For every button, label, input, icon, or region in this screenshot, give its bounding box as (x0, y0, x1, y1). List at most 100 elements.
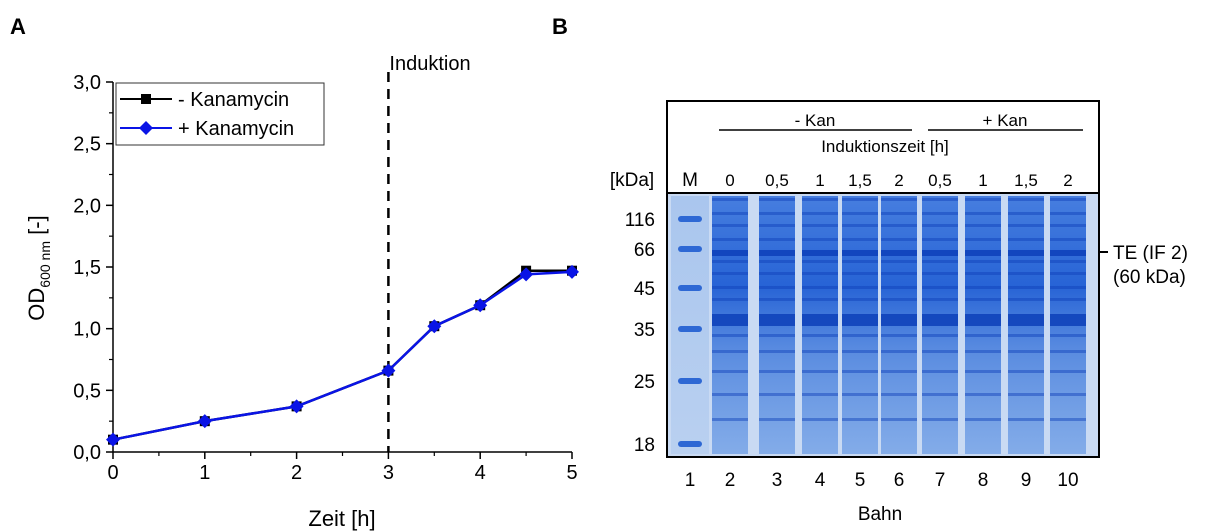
legend-box (115, 82, 325, 146)
y-tick-label: 1,5 (73, 257, 101, 279)
protein-band (881, 320, 917, 326)
protein-band (802, 370, 838, 373)
protein-band (802, 286, 838, 289)
protein-band (759, 238, 795, 241)
lane-number: 8 (978, 470, 989, 491)
protein-band (842, 393, 878, 396)
protein-band (922, 334, 958, 337)
protein-band (881, 314, 917, 320)
protein-band (922, 198, 958, 201)
data-point-plus-kanamycin (106, 432, 120, 447)
protein-band (759, 250, 795, 256)
protein-band (922, 350, 958, 353)
series-line-plus-kanamycin (112, 270, 573, 441)
protein-band (802, 298, 838, 301)
protein-band (759, 298, 795, 301)
protein-band (802, 224, 838, 227)
legend-label-plus: + Kanamycin (178, 118, 294, 140)
legend-label-minus: - Kanamycin (178, 89, 289, 111)
protein-band (759, 418, 795, 421)
protein-band (965, 393, 1001, 396)
protein-band (759, 286, 795, 289)
protein-band (759, 320, 795, 326)
protein-band (802, 238, 838, 241)
protein-band (881, 260, 917, 263)
lane-number: 1 (685, 470, 696, 491)
lane-number: 4 (815, 470, 826, 491)
y-axis-label: OD600 nm [-] (24, 215, 53, 320)
protein-band (1008, 224, 1044, 227)
protein-band (759, 350, 795, 353)
panel-a-letter: A (10, 14, 26, 39)
protein-band (1050, 418, 1086, 421)
x-tick-label: 5 (566, 462, 577, 484)
time-label: 1,5 (1014, 171, 1038, 190)
x-tick-label: 3 (383, 462, 394, 484)
legend: - Kanamycin + Kanamycin (115, 82, 325, 146)
protein-band (965, 298, 1001, 301)
protein-band (1008, 212, 1044, 215)
mw-label: 35 (634, 320, 655, 341)
protein-band (965, 198, 1001, 201)
protein-band (1008, 320, 1044, 326)
protein-band (881, 298, 917, 301)
time-label: 2 (894, 171, 903, 190)
protein-band (802, 334, 838, 337)
mw-label: 25 (634, 372, 655, 393)
protein-band (965, 286, 1001, 289)
data-point-plus-kanamycin (289, 399, 304, 414)
protein-band (922, 260, 958, 263)
data-point-plus-kanamycin (197, 414, 212, 429)
protein-band (1050, 260, 1086, 263)
protein-band (802, 314, 838, 320)
protein-band (842, 298, 878, 301)
protein-band (1008, 370, 1044, 373)
protein-band (842, 260, 878, 263)
lane-axis-label: Bahn (858, 504, 902, 525)
protein-band (922, 320, 958, 326)
protein-band (1008, 238, 1044, 241)
protein-band (759, 198, 795, 201)
protein-band (922, 370, 958, 373)
marker-bands (678, 216, 702, 447)
protein-band (922, 250, 958, 256)
protein-band (712, 238, 748, 241)
x-tick-label: 2 (291, 462, 302, 484)
data-point-plus-kanamycin (473, 298, 488, 313)
legend-marker-diamond (139, 121, 153, 135)
protein-band (712, 250, 748, 256)
y-tick-label: 0,0 (73, 442, 101, 464)
protein-band (1050, 320, 1086, 326)
molecular-weight-labels: 116 66 45 35 25 18 (625, 210, 655, 456)
protein-band (1050, 370, 1086, 373)
y-tick-label: 1,0 (73, 319, 101, 341)
y-tick-label: 0,5 (73, 380, 101, 402)
gel-panel: - Kan + Kan Induktionszeit [h] [kDa] M 0… (610, 100, 1188, 525)
x-tick-label: 1 (199, 462, 210, 484)
protein-band (842, 418, 878, 421)
marker-band (678, 216, 702, 222)
protein-band (759, 314, 795, 320)
protein-band (842, 212, 878, 215)
y-tick-label: 3,0 (73, 72, 101, 94)
protein-band (712, 320, 748, 326)
protein-band (922, 224, 958, 227)
protein-band (881, 370, 917, 373)
group-label-minus-kan: - Kan (795, 111, 836, 130)
protein-band (842, 238, 878, 241)
lane-numbers: 1 2 3 4 5 6 7 8 9 10 (685, 470, 1079, 491)
protein-band (842, 350, 878, 353)
protein-band (759, 224, 795, 227)
x-axis-ticks: 0 1 2 3 4 5 (107, 452, 578, 484)
protein-band (842, 272, 878, 275)
protein-band (759, 393, 795, 396)
y-axis-ticks: 0,0 0,5 1,0 1,5 2,0 2,5 3,0 (73, 72, 113, 464)
time-label: 1 (978, 171, 987, 190)
protein-band (712, 298, 748, 301)
protein-band (759, 272, 795, 275)
marker-band (678, 246, 702, 252)
protein-band (1008, 298, 1044, 301)
protein-band (712, 212, 748, 215)
time-label: 1 (815, 171, 824, 190)
